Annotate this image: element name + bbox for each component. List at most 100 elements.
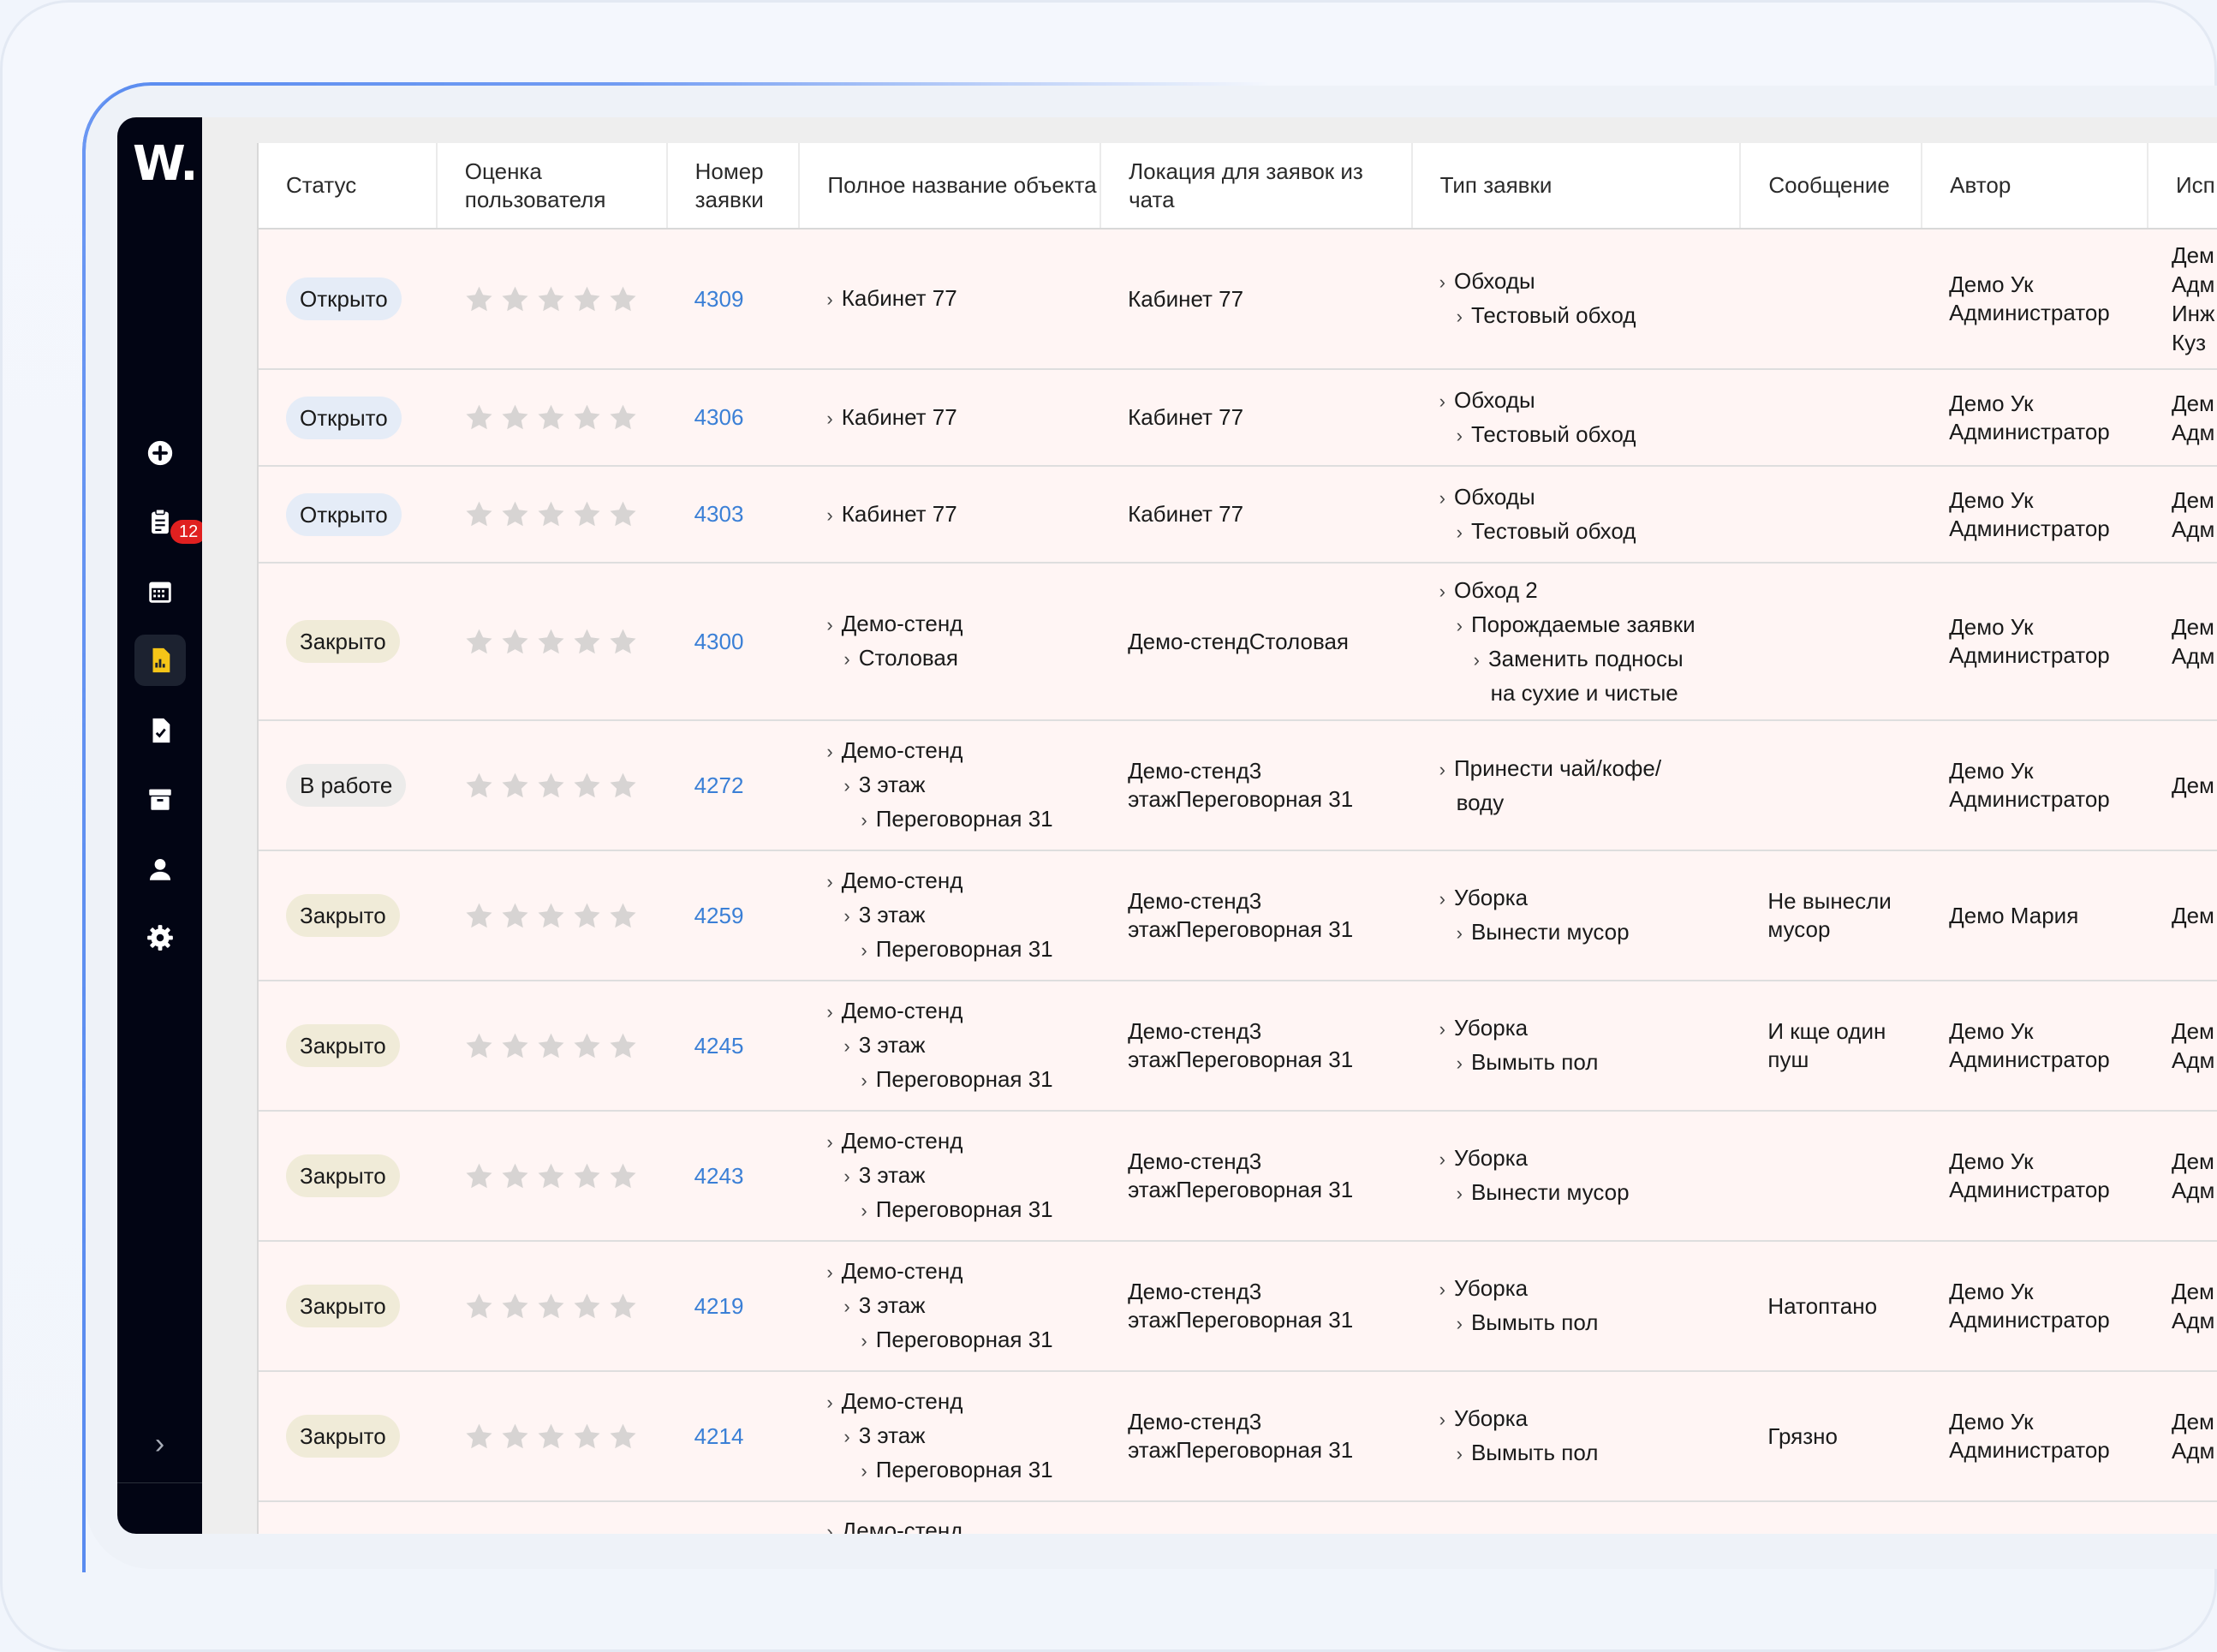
star-icon[interactable]	[536, 403, 566, 432]
status-badge[interactable]: Закрыто	[286, 894, 400, 937]
sidebar-collapse-button[interactable]: ›	[154, 1428, 165, 1460]
column-header-location[interactable]: Локация для заявок из чата	[1100, 143, 1413, 230]
sidebar-item-users[interactable]	[134, 844, 186, 895]
status-badge[interactable]: Открыто	[286, 492, 402, 536]
star-icon[interactable]	[572, 1031, 602, 1061]
star-icon[interactable]	[572, 1291, 602, 1321]
table-row[interactable]: Закрыто 4243 › Демо-стенд › 3 этаж › Переговорн…	[259, 1111, 2217, 1242]
column-header-author[interactable]: Автор	[1922, 143, 2148, 230]
star-icon[interactable]	[608, 627, 638, 657]
table-row[interactable]: Закрыто 4245 › Демо-стенд › 3 этаж › Переговорн…	[259, 981, 2217, 1112]
sidebar-item-reports[interactable]	[134, 635, 186, 686]
star-icon[interactable]	[464, 499, 494, 529]
star-icon[interactable]	[464, 403, 494, 432]
star-icon[interactable]	[536, 627, 566, 657]
status-badge[interactable]: Закрыто	[286, 1415, 400, 1458]
star-icon[interactable]	[500, 403, 530, 432]
rating-stars[interactable]	[464, 1291, 667, 1321]
star-icon[interactable]	[464, 1422, 494, 1452]
request-number-link[interactable]: 4309	[694, 285, 744, 312]
table-row[interactable]: Закрыто 4300 › Демо-стенд › Столовая Демо-стен…	[259, 563, 2217, 721]
status-badge[interactable]: Закрыто	[286, 620, 400, 663]
star-icon[interactable]	[464, 901, 494, 931]
request-number-link[interactable]: 4219	[694, 1292, 744, 1319]
sidebar-item-archive[interactable]	[134, 773, 186, 825]
rating-stars[interactable]	[464, 499, 667, 529]
star-icon[interactable]	[536, 284, 566, 314]
request-number-link[interactable]: 4214	[694, 1422, 744, 1449]
star-icon[interactable]	[572, 1422, 602, 1452]
request-number-link[interactable]: 4272	[694, 772, 744, 798]
status-badge[interactable]: Открыто	[286, 277, 402, 320]
star-icon[interactable]	[500, 771, 530, 801]
rating-stars[interactable]	[464, 771, 667, 801]
star-icon[interactable]	[608, 771, 638, 801]
star-icon[interactable]	[500, 1422, 530, 1452]
rating-stars[interactable]	[464, 403, 667, 432]
column-header-status[interactable]: Статус	[259, 143, 438, 230]
sidebar-item-calendar[interactable]	[134, 566, 186, 617]
star-icon[interactable]	[572, 771, 602, 801]
column-header-rating[interactable]: Оценка пользователя	[436, 143, 668, 230]
star-icon[interactable]	[500, 284, 530, 314]
star-icon[interactable]	[572, 627, 602, 657]
rating-stars[interactable]	[464, 1422, 667, 1452]
rating-stars[interactable]	[464, 1031, 667, 1061]
column-header-number[interactable]: Номер заявки	[666, 143, 801, 230]
rating-stars[interactable]	[464, 284, 667, 314]
status-badge[interactable]: Закрыто	[286, 1154, 400, 1197]
star-icon[interactable]	[500, 627, 530, 657]
sidebar-item-requests[interactable]: 12	[134, 496, 207, 547]
star-icon[interactable]	[608, 1031, 638, 1061]
request-number-link[interactable]: 4243	[694, 1162, 744, 1189]
request-number-link[interactable]: 4300	[694, 628, 744, 654]
star-icon[interactable]	[572, 1161, 602, 1191]
star-icon[interactable]	[536, 1291, 566, 1321]
sidebar-item-settings[interactable]	[134, 912, 186, 963]
column-header-type[interactable]: Тип заявки	[1411, 143, 1742, 230]
star-icon[interactable]	[536, 901, 566, 931]
star-icon[interactable]	[464, 1031, 494, 1061]
star-icon[interactable]	[536, 1422, 566, 1452]
request-number-link[interactable]: 4306	[694, 404, 744, 430]
table-row[interactable]: Закрыто 4259 › Демо-стенд › 3 этаж › Переговорн…	[259, 850, 2217, 981]
status-badge[interactable]: Закрыто	[286, 1285, 400, 1327]
request-number-link[interactable]: 4259	[694, 902, 744, 928]
column-header-executor[interactable]: Исп	[2147, 143, 2217, 230]
status-badge[interactable]: Открыто	[286, 396, 402, 439]
request-number-link[interactable]: 4245	[694, 1032, 744, 1059]
star-icon[interactable]	[608, 499, 638, 529]
star-icon[interactable]	[608, 1422, 638, 1452]
star-icon[interactable]	[464, 771, 494, 801]
star-icon[interactable]	[464, 1291, 494, 1321]
star-icon[interactable]	[572, 499, 602, 529]
star-icon[interactable]	[464, 284, 494, 314]
star-icon[interactable]	[464, 627, 494, 657]
star-icon[interactable]	[500, 901, 530, 931]
star-icon[interactable]	[500, 499, 530, 529]
status-badge[interactable]: Закрыто	[286, 1024, 400, 1067]
star-icon[interactable]	[608, 1291, 638, 1321]
sidebar-item-tasks[interactable]	[134, 705, 186, 756]
star-icon[interactable]	[572, 901, 602, 931]
star-icon[interactable]	[608, 284, 638, 314]
table-row-partial[interactable]: › Демо-стенд	[259, 1501, 2217, 1534]
star-icon[interactable]	[536, 1161, 566, 1191]
star-icon[interactable]	[500, 1291, 530, 1321]
table-row[interactable]: Открыто 4303 › Кабинет 77 Кабинет 77 › Обходы ›…	[259, 466, 2217, 564]
table-row[interactable]: Открыто 4306 › Кабинет 77 Кабинет 77 › Обходы ›…	[259, 369, 2217, 467]
star-icon[interactable]	[572, 284, 602, 314]
column-header-object[interactable]: Полное название объекта	[799, 143, 1102, 230]
sidebar-item-add[interactable]	[134, 427, 186, 479]
star-icon[interactable]	[608, 901, 638, 931]
request-number-link[interactable]: 4303	[694, 501, 744, 527]
rating-stars[interactable]	[464, 1161, 667, 1191]
column-header-message[interactable]: Сообщение	[1740, 143, 1923, 230]
rating-stars[interactable]	[464, 627, 667, 657]
rating-stars[interactable]	[464, 901, 667, 931]
star-icon[interactable]	[608, 403, 638, 432]
status-badge[interactable]: В работе	[286, 764, 407, 807]
app-logo[interactable]: W.	[133, 136, 198, 192]
table-row[interactable]: Закрыто 4214 › Демо-стенд › 3 этаж › Переговорн…	[259, 1371, 2217, 1502]
star-icon[interactable]	[572, 403, 602, 432]
